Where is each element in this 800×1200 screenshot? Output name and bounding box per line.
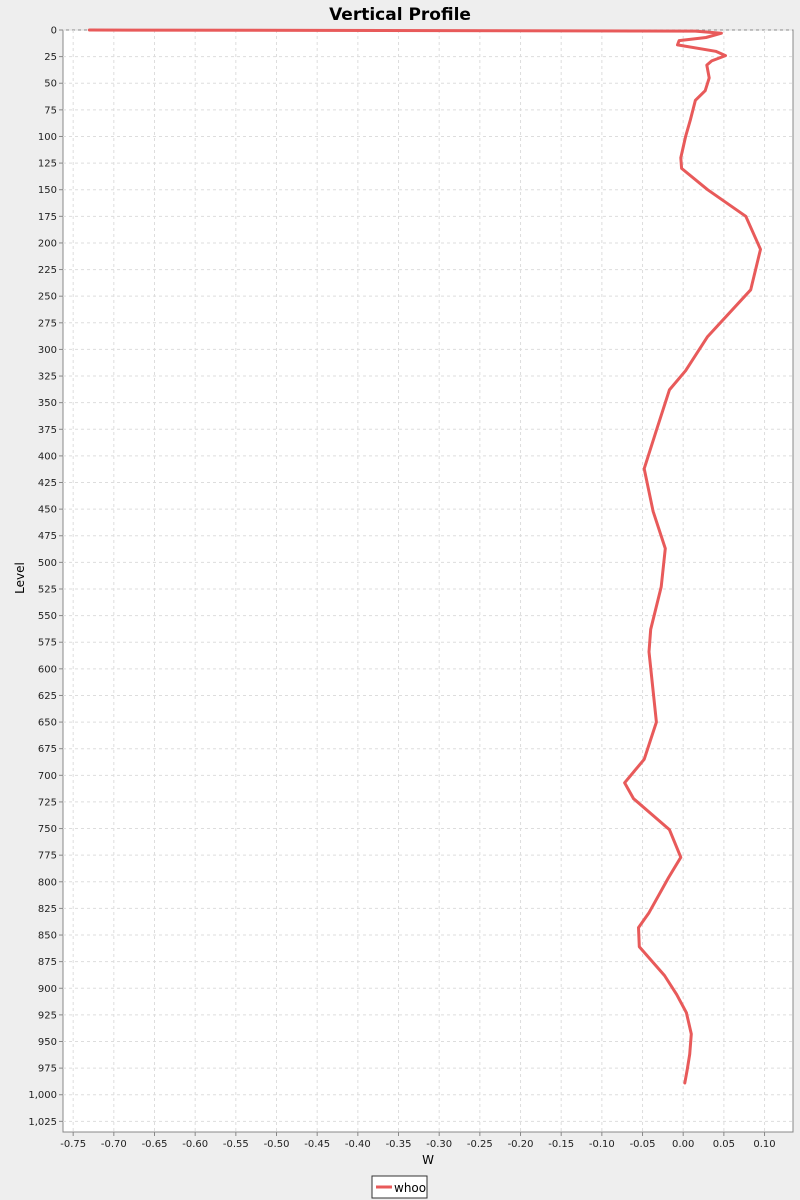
y-tick-label: 625 xyxy=(38,691,57,702)
x-axis-label: W xyxy=(422,1153,434,1167)
series-line-whoo xyxy=(87,28,762,1085)
y-tick-label: 1,025 xyxy=(28,1117,57,1128)
legend-box xyxy=(371,1175,428,1199)
x-tick-label: -0.40 xyxy=(345,1139,371,1150)
x-tick-label: 0.05 xyxy=(713,1139,735,1150)
y-tick-label: 250 xyxy=(38,292,57,303)
x-tick-label: -0.10 xyxy=(589,1139,615,1150)
y-tick-label: 925 xyxy=(38,1010,57,1021)
y-tick-label: 575 xyxy=(38,638,57,649)
y-tick-label: 475 xyxy=(38,531,57,542)
y-tick-label: 725 xyxy=(38,797,57,808)
x-tick-label: -0.25 xyxy=(467,1139,493,1150)
y-tick-label: 350 xyxy=(38,398,57,409)
series-layer xyxy=(87,28,762,1085)
legend: whoo xyxy=(371,1175,428,1199)
x-tick-label: -0.20 xyxy=(508,1139,534,1150)
x-tick-label: 0.10 xyxy=(753,1139,775,1150)
y-tick-label: 200 xyxy=(38,238,57,249)
y-tick-label: 600 xyxy=(38,664,57,675)
x-tick-label: -0.70 xyxy=(101,1139,127,1150)
y-tick-label: 25 xyxy=(44,52,57,63)
x-tick-label: -0.55 xyxy=(223,1139,249,1150)
y-tick-label: 100 xyxy=(38,132,57,143)
y-tick-label: 225 xyxy=(38,265,57,276)
y-tick-label: 525 xyxy=(38,584,57,595)
x-tick-label: -0.60 xyxy=(182,1139,208,1150)
y-tick-label: 775 xyxy=(38,851,57,862)
y-axis: 0 25 50 75 100 125 150 175 200 225 250 275 300 325 350… xyxy=(28,26,63,1128)
x-tick-label: -0.65 xyxy=(142,1139,168,1150)
x-tick-label: -0.50 xyxy=(264,1139,290,1150)
y-tick-label: 500 xyxy=(38,558,57,569)
y-tick-label: 75 xyxy=(44,105,57,116)
y-tick-label: 750 xyxy=(38,824,57,835)
x-tick-label: -0.30 xyxy=(426,1139,452,1150)
y-tick-label: 550 xyxy=(38,611,57,622)
x-tick-label: -0.75 xyxy=(60,1139,86,1150)
y-tick-label: 375 xyxy=(38,425,57,436)
y-tick-label: 450 xyxy=(38,505,57,516)
y-tick-label: 650 xyxy=(38,718,57,729)
y-tick-label: 950 xyxy=(38,1037,57,1048)
y-tick-label: 275 xyxy=(38,318,57,329)
x-tick-label: -0.45 xyxy=(304,1139,330,1150)
y-tick-label: 325 xyxy=(38,372,57,383)
grid-lines xyxy=(63,29,793,1132)
y-tick-label: 825 xyxy=(38,904,57,915)
chart-title: Vertical Profile xyxy=(329,5,471,25)
y-tick-label: 875 xyxy=(38,957,57,968)
x-axis: -0.75 -0.70 -0.65 -0.60 -0.55 -0.50 -0.45 -0.40… xyxy=(60,1132,776,1150)
y-tick-label: 50 xyxy=(44,79,57,90)
y-tick-label: 900 xyxy=(38,984,57,995)
y-tick-label: 850 xyxy=(38,931,57,942)
y-tick-label: 150 xyxy=(38,185,57,196)
x-tick-label: -0.35 xyxy=(386,1139,412,1150)
y-tick-label: 700 xyxy=(38,771,57,782)
y-tick-label: 300 xyxy=(38,345,57,356)
x-tick-label: 0.00 xyxy=(672,1139,694,1150)
y-tick-label: 1,000 xyxy=(28,1090,57,1101)
y-tick-label: 675 xyxy=(38,744,57,755)
x-tick-label: -0.15 xyxy=(548,1139,574,1150)
y-tick-label: 400 xyxy=(38,451,57,462)
plot-area xyxy=(62,29,794,1133)
y-axis-label: Level xyxy=(13,562,27,594)
y-tick-label: 800 xyxy=(38,877,57,888)
legend-label-whoo: whoo xyxy=(394,1181,426,1195)
x-tick-label: -0.05 xyxy=(630,1139,656,1150)
y-tick-label: 975 xyxy=(38,1064,57,1075)
y-tick-label: 175 xyxy=(38,212,57,223)
y-tick-label: 425 xyxy=(38,478,57,489)
y-tick-label: 0 xyxy=(51,26,57,37)
y-tick-label: 125 xyxy=(38,159,57,170)
